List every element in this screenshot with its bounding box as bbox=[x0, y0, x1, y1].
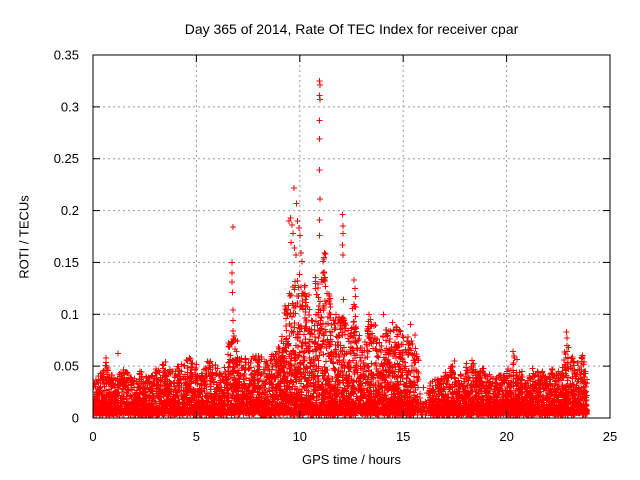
tick-marks bbox=[92, 54, 611, 419]
y-tick-label: 0.2 bbox=[61, 203, 79, 218]
y-tick-label: 0.25 bbox=[54, 151, 79, 166]
y-tick-label: 0.1 bbox=[61, 307, 79, 322]
y-tick-label: 0.05 bbox=[54, 359, 79, 374]
x-tick-label: 25 bbox=[603, 429, 617, 444]
x-tick-label: 20 bbox=[499, 429, 513, 444]
x-tick-label: 0 bbox=[89, 429, 96, 444]
y-axis-label: ROTI / TECUs bbox=[16, 195, 32, 279]
x-tick-label: 15 bbox=[396, 429, 410, 444]
tick-labels: 0 5 10 15 20 25 0 0.05 0.1 0.15 0.2 0.25 0.3 0.35 bbox=[54, 48, 618, 445]
y-tick-label: 0.3 bbox=[61, 99, 79, 114]
y-tick-label: 0.35 bbox=[54, 48, 79, 63]
plot-border bbox=[92, 54, 611, 419]
chart-title: Day 365 of 2014, Rate Of TEC Index for r… bbox=[184, 21, 519, 37]
grid-lines bbox=[93, 55, 610, 418]
data-points bbox=[93, 78, 590, 418]
x-tick-label: 5 bbox=[193, 429, 200, 444]
x-tick-label: 10 bbox=[293, 429, 307, 444]
y-tick-label: 0.15 bbox=[54, 255, 79, 270]
x-axis-label: GPS time / hours bbox=[302, 452, 401, 467]
y-tick-label: 0 bbox=[72, 411, 79, 426]
